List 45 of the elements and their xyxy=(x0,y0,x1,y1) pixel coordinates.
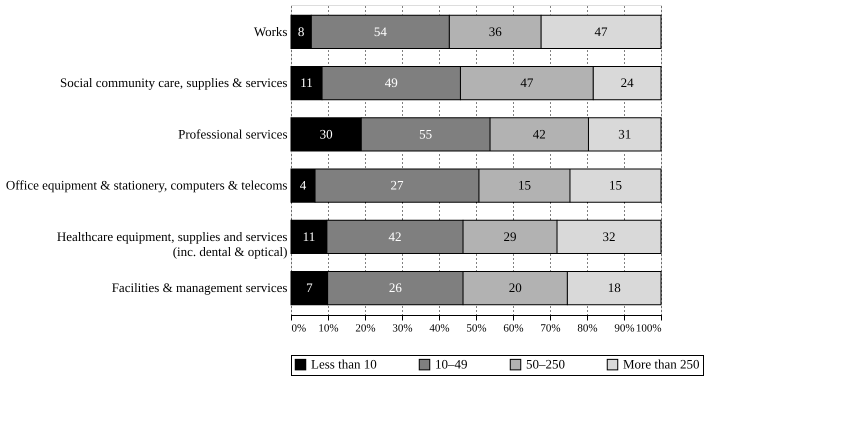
y-tick-label: Works xyxy=(254,24,288,39)
x-tick-label: 10% xyxy=(318,322,339,334)
annotation: 26 xyxy=(388,280,402,296)
annotation: 47 xyxy=(594,24,608,39)
y-tick-label: Social community care, supplies & services xyxy=(60,75,288,90)
x-tick-label: 30% xyxy=(392,322,413,334)
x-tick-label: 80% xyxy=(577,322,598,334)
x-tick-label: 20% xyxy=(355,322,376,334)
annotation: 30 xyxy=(320,126,333,142)
annotation: 24 xyxy=(620,75,634,90)
y-tick-label: Professional services xyxy=(178,126,288,142)
x-tick-label: 60% xyxy=(503,322,524,334)
annotation: 42 xyxy=(388,228,402,244)
annotation: 31 xyxy=(618,126,632,142)
annotation: 42 xyxy=(532,126,546,142)
annotation: 32 xyxy=(602,228,616,244)
annotation: 54 xyxy=(374,24,388,39)
x-tick-label: 50% xyxy=(466,322,487,334)
annotation: 49 xyxy=(384,75,398,90)
annotation: 11 xyxy=(302,228,316,244)
y-tick-label: Healthcare equipment, supplies and services (inc. dental & optical) xyxy=(56,228,288,259)
annotation: 20 xyxy=(508,280,522,296)
annotation: 29 xyxy=(504,228,517,244)
legend-label: 10–49 xyxy=(435,356,468,372)
legend-label: Less than 10 xyxy=(311,356,377,372)
annotation: 27 xyxy=(390,178,404,193)
annotation: 36 xyxy=(488,24,502,39)
annotation: 47 xyxy=(520,75,534,90)
x-tick-label: 70% xyxy=(540,322,561,334)
x-tick-label: 0% xyxy=(292,322,306,334)
y-tick-label: Office equipment & stationery, computers & telecoms xyxy=(6,178,288,193)
annotation: 11 xyxy=(300,75,313,90)
annotation: 8 xyxy=(298,24,304,39)
annotation: 4 xyxy=(300,178,307,193)
annotation: 18 xyxy=(608,280,621,296)
annotation: 7 xyxy=(306,280,314,296)
y-tick-label: Facilities & management services xyxy=(112,280,288,296)
x-tick-label: 40% xyxy=(429,322,450,334)
x-tick-label: 90% xyxy=(614,322,635,334)
annotation: 55 xyxy=(419,126,432,142)
x-tick-label: 100% xyxy=(636,322,662,334)
legend-label: More than 250 xyxy=(623,356,700,372)
annotation: 15 xyxy=(518,178,531,193)
legend-label: 50–250 xyxy=(526,356,565,372)
annotation: 15 xyxy=(608,178,622,193)
